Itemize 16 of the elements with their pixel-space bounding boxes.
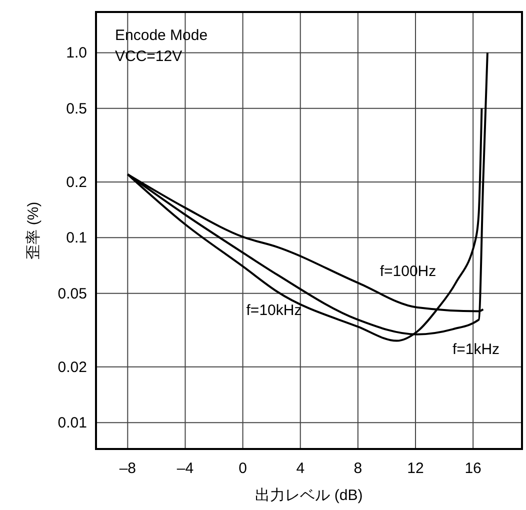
x-tick-label: 0 (238, 460, 247, 477)
y-tick-label: 0.05 (58, 285, 87, 302)
x-tick-label: 12 (407, 460, 424, 477)
y-tick-label: 0.01 (58, 414, 87, 432)
y-tick-label: 0.2 (66, 174, 87, 191)
y-tick-label: 0.02 (58, 358, 87, 376)
x-tick-label: 8 (354, 460, 362, 477)
x-tick-label: –4 (176, 460, 194, 477)
x-axis-title: 出力レベル (dB) (255, 487, 363, 504)
x-tick-label: –8 (119, 460, 136, 477)
y-axis-title: 歪率 (%) (25, 202, 42, 260)
y-tick-label: 0.5 (66, 100, 87, 118)
x-tick-label: 16 (464, 460, 482, 477)
y-tick-label: 0.1 (66, 230, 87, 247)
y-tick-label: 1.0 (66, 44, 87, 62)
x-tick-label: 4 (296, 460, 305, 477)
